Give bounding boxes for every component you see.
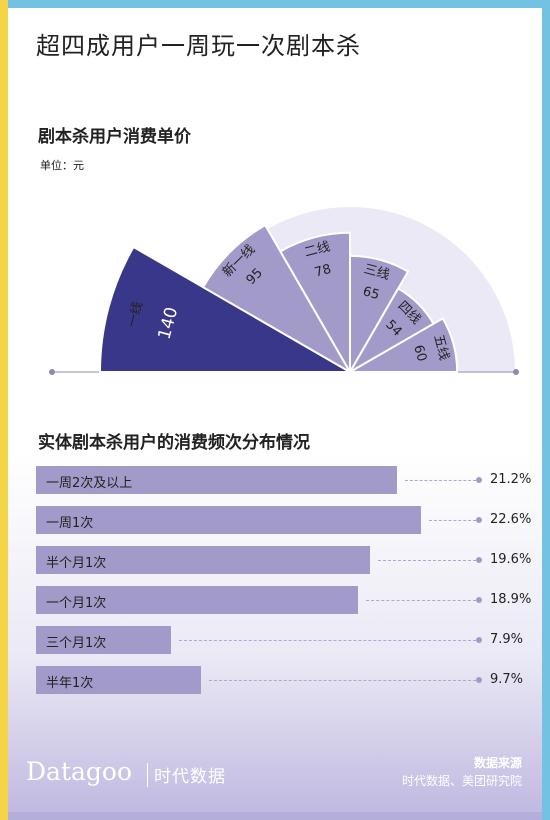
frequency-bar <box>36 626 171 654</box>
bar-row: 半年1次 9.7% <box>36 666 536 694</box>
bar-leader-line <box>209 680 476 681</box>
bar-row: 半个月1次 19.6% <box>36 546 536 574</box>
fan-bar <box>346 317 459 373</box>
bar-leader-dot <box>476 517 482 523</box>
bar-row: 三个月1次 7.9% <box>36 626 536 654</box>
bar-value-label: 18.9% <box>490 592 532 607</box>
unit-label: 单位：元 <box>40 159 84 172</box>
frequency-bar <box>36 666 202 694</box>
bar-value-label: 7.9% <box>490 632 524 647</box>
section-title-price: 剧本杀用户消费单价 <box>38 127 191 147</box>
bar-category-label: 半年1次 <box>46 676 94 691</box>
fan-category-label: 一线 <box>125 300 146 329</box>
section-title-frequency: 实体剧本杀用户的消费频次分布情况 <box>38 433 310 453</box>
bar-leader-dot <box>476 557 482 563</box>
page-title: 超四成用户一周玩一次剧本杀 <box>36 32 361 60</box>
frequency-bar <box>36 506 421 534</box>
bar-leader-line <box>429 520 476 521</box>
fan-value-label: 65 <box>361 284 381 303</box>
frequency-bar <box>36 586 358 614</box>
top-stripe <box>8 0 542 8</box>
fan-category-label: 三线 <box>362 262 391 283</box>
bottom-stripe <box>8 812 542 820</box>
bar-value-label: 9.7% <box>490 672 524 687</box>
bar-leader-dot <box>476 677 482 683</box>
bar-category-label: 三个月1次 <box>46 636 107 651</box>
logo-chinese: 时代数据 <box>154 767 226 787</box>
fan-category-label: 五线 <box>430 333 451 362</box>
bar-leader-line <box>178 640 476 641</box>
bar-value-label: 22.6% <box>490 512 532 527</box>
fan-value-label: 60 <box>410 343 429 363</box>
bar-leader-line <box>377 560 476 561</box>
source-text: 时代数据、美团研究院 <box>401 774 522 788</box>
bar-leader-dot <box>476 597 482 603</box>
bar-row: 一周1次 22.6% <box>36 506 536 534</box>
bar-category-label: 一个月1次 <box>46 596 107 611</box>
bar-value-label: 21.2% <box>490 472 532 487</box>
fan-bar <box>98 245 354 373</box>
bar-leader-line <box>405 480 476 481</box>
fan-bar <box>349 254 410 376</box>
bar-value-label: 19.6% <box>490 552 532 567</box>
bar-leader-dot <box>476 477 482 483</box>
logo-divider <box>147 763 148 787</box>
fan-bar <box>201 223 353 375</box>
fan-bar <box>278 231 351 376</box>
bar-row: 一个月1次 18.9% <box>36 586 536 614</box>
frequency-bar <box>36 546 370 574</box>
source-title: 数据来源 <box>473 756 522 770</box>
bar-category-label: 半个月1次 <box>46 556 107 571</box>
bar-category-label: 一周1次 <box>46 516 94 531</box>
baseline-dot-left <box>49 369 55 375</box>
bar-row: 一周2次及以上 21.2% <box>36 466 536 494</box>
datagoo-logo: Datagoo <box>26 757 133 786</box>
frequency-bar <box>36 466 398 494</box>
fan-category-label: 二线 <box>303 239 332 260</box>
bar-category-label: 一周2次及以上 <box>46 476 133 491</box>
fan-value-label: 78 <box>313 262 333 281</box>
bar-leader-line <box>365 600 476 601</box>
baseline-dot-right <box>513 369 519 375</box>
bar-leader-dot <box>476 637 482 643</box>
